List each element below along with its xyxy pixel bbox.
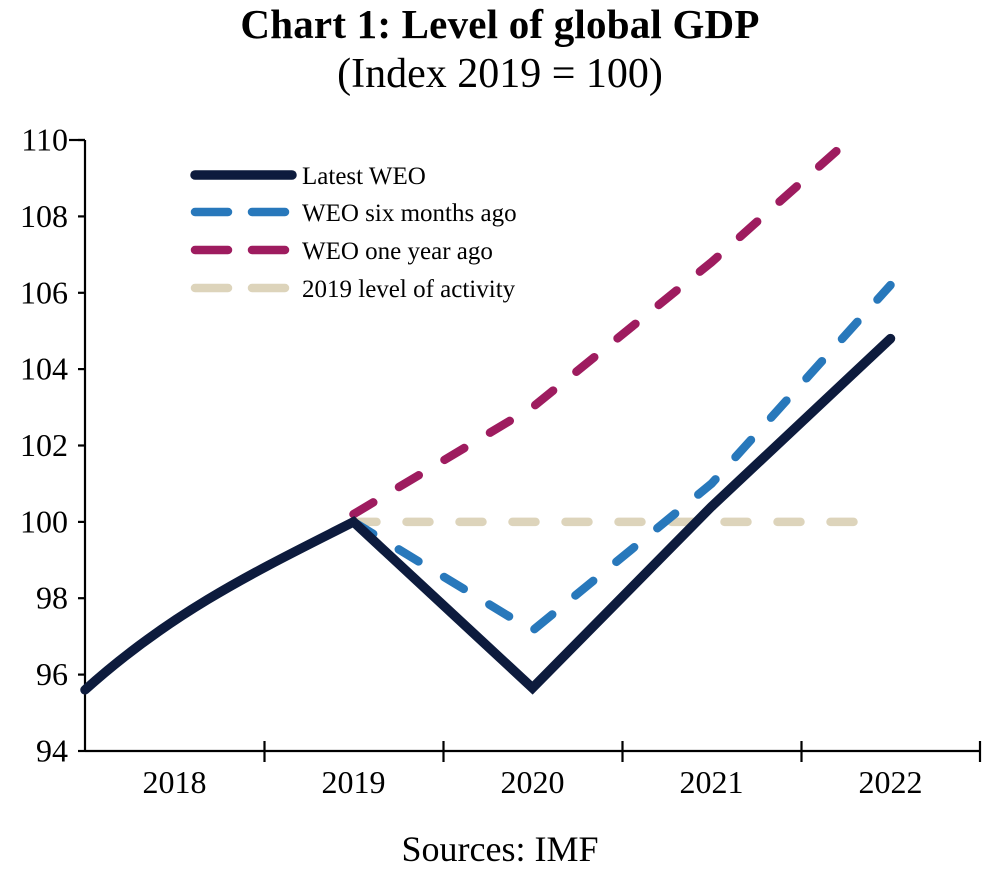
svg-text:2021: 2021 bbox=[680, 764, 744, 800]
svg-text:98: 98 bbox=[36, 580, 68, 616]
svg-text:100: 100 bbox=[20, 503, 68, 539]
svg-text:WEO six months ago: WEO six months ago bbox=[302, 200, 517, 227]
svg-text:106: 106 bbox=[20, 274, 68, 310]
svg-text:108: 108 bbox=[20, 198, 68, 234]
svg-text:2020: 2020 bbox=[501, 764, 565, 800]
svg-text:110: 110 bbox=[21, 122, 68, 158]
svg-text:Latest WEO: Latest WEO bbox=[302, 163, 426, 190]
svg-text:2019 level of activity: 2019 level of activity bbox=[302, 276, 516, 303]
svg-text:2018: 2018 bbox=[143, 764, 207, 800]
svg-text:2019: 2019 bbox=[322, 764, 386, 800]
svg-text:WEO one year ago: WEO one year ago bbox=[302, 238, 493, 265]
svg-text:104: 104 bbox=[20, 351, 68, 387]
svg-text:102: 102 bbox=[20, 427, 68, 463]
svg-text:2022: 2022 bbox=[859, 764, 923, 800]
svg-text:96: 96 bbox=[36, 656, 68, 692]
svg-text:94: 94 bbox=[36, 733, 68, 769]
